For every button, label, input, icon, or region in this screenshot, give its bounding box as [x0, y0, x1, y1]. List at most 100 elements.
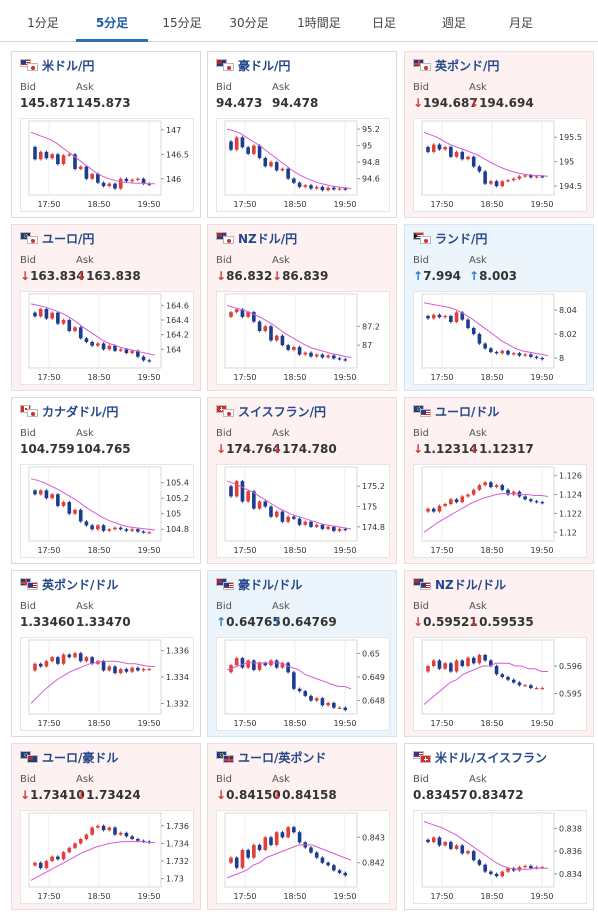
candle-body: [67, 847, 72, 853]
pair-title[interactable]: 豪ドル/ドル: [216, 576, 302, 594]
currency-panel[interactable]: 英ポンド/ドル Bid Ask 1.33460 1.33470 1.336 1.334 1.3…: [11, 570, 201, 737]
tab-6[interactable]: 日足: [371, 16, 396, 30]
pair-name[interactable]: スイスフラン/円: [238, 405, 327, 419]
pair-name[interactable]: NZドル/ドル: [435, 578, 507, 592]
pair-title[interactable]: 米ドル/スイスフラン: [413, 749, 547, 767]
pair-title[interactable]: スイスフラン/円: [216, 403, 326, 421]
pair-title[interactable]: NZドル/円: [216, 230, 297, 248]
pair-title[interactable]: ユーロ/豪ドル: [20, 749, 118, 767]
price-chart[interactable]: 1.126 1.124 1.122 1.12 17:50 18:50 19:50: [413, 464, 587, 558]
pair-name[interactable]: ユーロ/ドル: [435, 405, 500, 419]
candle-body: [78, 327, 83, 339]
pair-name[interactable]: 豪ドル/円: [238, 59, 291, 73]
pair-title[interactable]: NZドル/ドル: [413, 576, 506, 594]
x-tick-label: 18:50: [480, 200, 503, 209]
pair-title[interactable]: 英ポンド/円: [413, 57, 499, 75]
tab-4[interactable]: 30分足: [229, 16, 269, 30]
tab-5[interactable]: 1時間足: [297, 16, 341, 30]
ask-label: Ask: [272, 82, 290, 93]
tab-1[interactable]: 1分足: [27, 16, 59, 30]
pair-name[interactable]: ユーロ/円: [42, 232, 95, 246]
pair-name[interactable]: 米ドル/スイスフラン: [435, 751, 548, 765]
pair-name[interactable]: ランド/円: [435, 232, 488, 246]
pair-title[interactable]: 英ポンド/ドル: [20, 576, 118, 594]
pair-name[interactable]: カナダドル/円: [42, 405, 119, 419]
pair-title[interactable]: ユーロ/ドル: [413, 403, 499, 421]
pair-name[interactable]: ユーロ/豪ドル: [42, 751, 119, 765]
bid-label: Bid: [20, 601, 36, 612]
price-chart[interactable]: 8.04 8.02 8 17:50 18:50 19:50: [413, 291, 587, 385]
currency-panel[interactable]: 米ドル/円 Bid Ask 145.871 145.873 147 146.5 146 17:5…: [11, 51, 201, 218]
price-chart[interactable]: 0.596 0.595 17:50 18:50 19:50: [413, 637, 587, 731]
price-chart[interactable]: 105.4 105.2 105 104.8 17:50 18:50 19:50: [20, 464, 194, 558]
candle-body: [332, 526, 336, 531]
pair-name[interactable]: ユーロ/英ポンド: [238, 751, 327, 765]
ask-price: 1.12317: [479, 442, 534, 456]
price-chart[interactable]: 1.336 1.334 1.332 17:50 18:50 19:50: [20, 637, 194, 731]
price-chart[interactable]: 0.65 0.649 0.648 17:50 18:50 19:50: [216, 637, 390, 731]
tab-2[interactable]: 5分足: [76, 0, 148, 42]
pair-title[interactable]: ユーロ/英ポンド: [216, 749, 326, 767]
candle-body: [84, 166, 89, 179]
pair-title[interactable]: ランド/円: [413, 230, 487, 248]
candle-body: [529, 499, 533, 502]
pair-name[interactable]: NZドル/円: [238, 232, 298, 246]
candle-body: [286, 345, 290, 350]
pair-name[interactable]: 英ポンド/ドル: [42, 578, 119, 592]
tab-7[interactable]: 週足: [441, 16, 466, 30]
tab-3[interactable]: 15分足: [162, 16, 202, 30]
flag-icon: [216, 59, 234, 71]
price-chart[interactable]: 164.6 164.4 164.2 164 17:50 18:50 19:50: [20, 291, 194, 385]
currency-panel[interactable]: 米ドル/スイスフラン Bid Ask 0.83457 0.83472 0.838 0.836…: [404, 743, 594, 910]
currency-panel[interactable]: ランド/円 Bid Ask ↑7.994 ↑8.003 8.04 8.02 8 17:50 18:…: [404, 224, 594, 391]
tab-8[interactable]: 月足: [508, 16, 533, 30]
pair-title[interactable]: 米ドル/円: [20, 57, 94, 75]
pair-title[interactable]: カナダドル/円: [20, 403, 118, 421]
currency-panel[interactable]: スイスフラン/円 Bid Ask ↓174.764 ↓174.780 175.2 175 17…: [207, 397, 397, 564]
currency-panel[interactable]: ユーロ/英ポンド Bid Ask ↓0.84150 ↓0.84158 0.843 0.842…: [207, 743, 397, 910]
candle-body: [297, 832, 302, 843]
ask-value: ↓1.12317: [469, 442, 534, 456]
ask-value: ↑8.003: [469, 269, 517, 283]
x-tick-label: 18:50: [480, 719, 503, 728]
currency-panel[interactable]: 英ポンド/円 Bid Ask ↓194.687 ↓194.694 195.5 195 194.…: [404, 51, 594, 218]
currency-panel[interactable]: カナダドル/円 Bid Ask 104.759 104.765 105.4 105.2 105…: [11, 397, 201, 564]
price-chart[interactable]: 87.2 87 17:50 18:50 19:50: [216, 291, 390, 385]
candle-body: [56, 657, 60, 664]
candle-body: [90, 173, 94, 179]
candle-body: [73, 327, 77, 331]
currency-panel[interactable]: NZドル/ドル Bid Ask ↓0.59521 ↓0.59535 0.596 0.595 1…: [404, 570, 594, 737]
candle-body: [426, 147, 430, 152]
price-chart[interactable]: 0.843 0.842 17:50 18:50 19:50: [216, 810, 390, 904]
currency-panel[interactable]: NZドル/円 Bid Ask ↓86.832 ↓86.839 87.2 87 17:50 18:…: [207, 224, 397, 391]
candle-body: [523, 354, 527, 356]
candle-body: [337, 188, 342, 190]
candle-body: [118, 669, 123, 674]
bid-price: 0.83457: [413, 788, 468, 802]
candle-body: [326, 862, 330, 866]
price-chart[interactable]: 147 146.5 146 17:50 18:50 19:50: [20, 118, 194, 212]
pair-name[interactable]: 米ドル/円: [42, 59, 95, 73]
price-chart[interactable]: 1.736 1.734 1.732 1.73 17:50 18:50 19:50: [20, 810, 194, 904]
price-chart[interactable]: 95.2 95 94.8 94.6 17:50 18:50 19:50: [216, 118, 390, 212]
currency-panel[interactable]: 豪ドル/円 Bid Ask 94.473 94.478 95.2 95 94.8 94.6 17:…: [207, 51, 397, 218]
candle-body: [477, 166, 482, 172]
pair-title[interactable]: ユーロ/円: [20, 230, 94, 248]
bid-price: 0.59521: [423, 615, 478, 629]
currency-panel[interactable]: ユーロ/豪ドル Bid Ask ↓1.73410 ↓1.73424 1.736 1.734 1…: [11, 743, 201, 910]
price-chart[interactable]: 0.838 0.836 0.834 17:50 18:50 19:50: [413, 810, 587, 904]
ask-value: ↓174.780: [272, 442, 337, 456]
pair-name[interactable]: 豪ドル/ドル: [238, 578, 303, 592]
ask-label: Ask: [272, 774, 290, 785]
currency-panel[interactable]: ユーロ/ドル Bid Ask ↓1.12314 ↓1.12317 1.126 1.124 1.…: [404, 397, 594, 564]
pair-name[interactable]: 英ポンド/円: [435, 59, 500, 73]
candle-body: [471, 156, 476, 167]
pair-title[interactable]: 豪ドル/円: [216, 57, 290, 75]
currency-panel[interactable]: 豪ドル/ドル Bid Ask ↑0.64765 ↑0.64769 0.65 0.649 0.6…: [207, 570, 397, 737]
chart-svg: 175.2 175 174.8 17:50 18:50 19:50: [224, 466, 385, 555]
price-chart[interactable]: 195.5 195 194.5 17:50 18:50 19:50: [413, 118, 587, 212]
candle-body: [483, 482, 487, 486]
bid-price: 0.84150: [226, 788, 281, 802]
price-chart[interactable]: 175.2 175 174.8 17:50 18:50 19:50: [216, 464, 390, 558]
currency-panel[interactable]: ユーロ/円 Bid Ask ↓163.834 ↓163.838 164.6 164.4 164…: [11, 224, 201, 391]
